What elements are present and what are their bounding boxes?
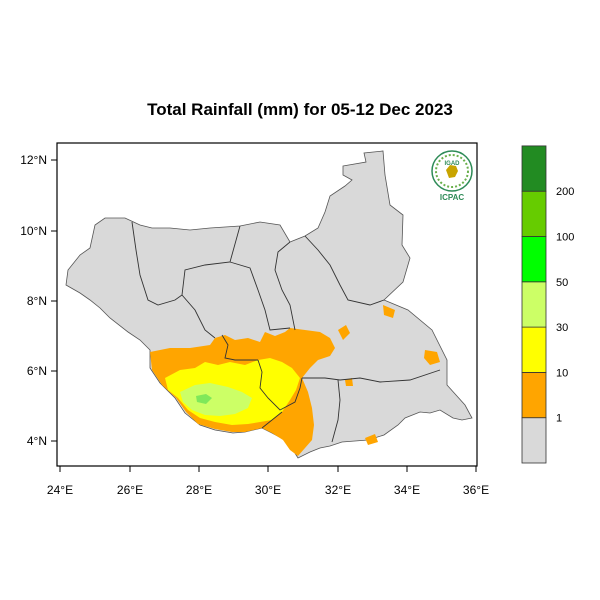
lat-tick-label: 8°N (27, 294, 47, 308)
lon-tick-label: 26°E (117, 483, 143, 497)
lat-tick-label: 10°N (20, 224, 47, 238)
logo-igad-text: IGAD (445, 161, 461, 167)
lon-tick-label: 30°E (255, 483, 281, 497)
map-title: Total Rainfall (mm) for 05-12 Dec 2023 (147, 100, 453, 119)
lon-tick-label: 28°E (186, 483, 212, 497)
legend-swatch (521, 371, 547, 419)
legend-swatch (521, 190, 547, 237)
logo-icpac-text: ICPAC (440, 193, 465, 202)
legend-swatch (521, 417, 547, 464)
lon-tick-label: 32°E (325, 483, 351, 497)
legend-labels: 1 10 30 50 100 200 (556, 186, 574, 425)
legend-label: 50 (556, 277, 568, 289)
lon-tick-label: 34°E (394, 483, 420, 497)
igad-icpac-logo: IGAD ICPAC (431, 150, 473, 202)
legend-label: 1 (556, 413, 562, 425)
lon-tick-label: 24°E (47, 483, 73, 497)
axis-ticks (51, 159, 477, 472)
legend-swatch (521, 236, 547, 283)
legend-label: 100 (556, 232, 574, 244)
rainfall-30-50mm (180, 383, 252, 416)
legend-colorbar (521, 145, 547, 464)
legend-swatch (521, 326, 547, 373)
rainfall-50-100mm (196, 394, 212, 404)
legend-label: 10 (556, 367, 568, 379)
legend-swatch (521, 281, 547, 328)
legend-label: 30 (556, 322, 568, 334)
lon-tick-label: 36°E (463, 483, 489, 497)
lat-tick-label: 6°N (27, 364, 47, 378)
state-boundaries (131, 221, 441, 443)
lat-tick-label: 12°N (20, 153, 47, 167)
legend-swatch (521, 145, 547, 192)
lat-tick-label: 4°N (27, 434, 47, 448)
legend-label: 200 (556, 186, 574, 198)
